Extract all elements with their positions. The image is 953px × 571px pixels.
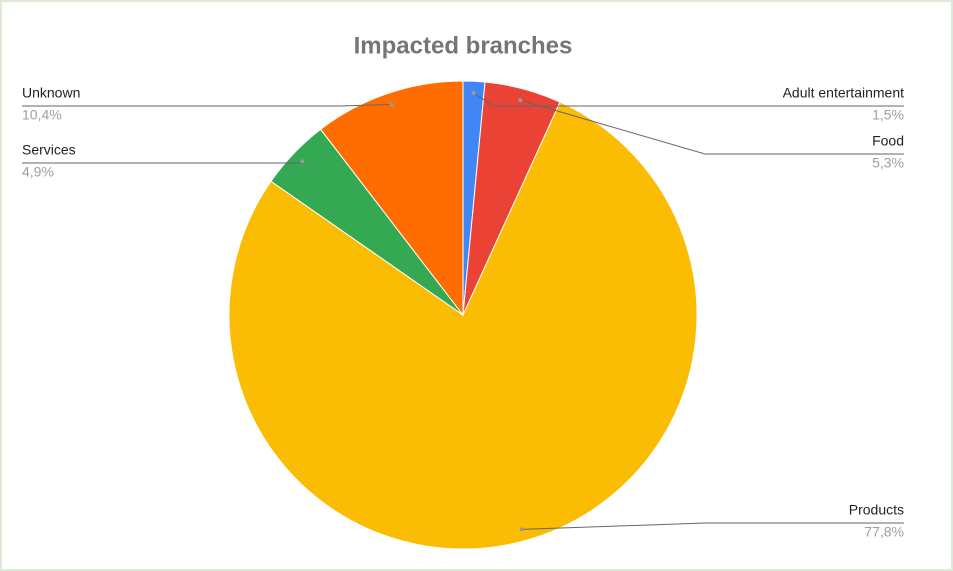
pie-slice	[319, 80, 464, 317]
slice-value: 77,8%	[864, 524, 904, 540]
chart-title: Impacted branches	[354, 32, 573, 59]
slice-label: Products	[849, 502, 904, 518]
slice-value: 4,9%	[22, 164, 54, 180]
leader-dot	[519, 527, 524, 532]
leader-dot	[471, 90, 476, 95]
pie-slice	[228, 101, 698, 550]
slice-label: Adult entertainment	[783, 85, 905, 101]
leader-dot	[518, 98, 523, 103]
leader-dot	[389, 102, 394, 107]
slice-value: 1,5%	[872, 107, 904, 123]
leader-dot	[300, 159, 305, 164]
slice-label: Services	[22, 142, 76, 158]
slice-label: Food	[872, 133, 904, 149]
leader-line	[473, 92, 904, 107]
leader-line	[22, 161, 303, 164]
leader-line	[22, 103, 392, 107]
slice-value: 5,3%	[872, 155, 904, 171]
leader-line	[520, 99, 904, 155]
slice-label: Unknown	[22, 85, 80, 101]
leader-line	[521, 522, 904, 530]
slice-value: 10,4%	[22, 107, 62, 123]
